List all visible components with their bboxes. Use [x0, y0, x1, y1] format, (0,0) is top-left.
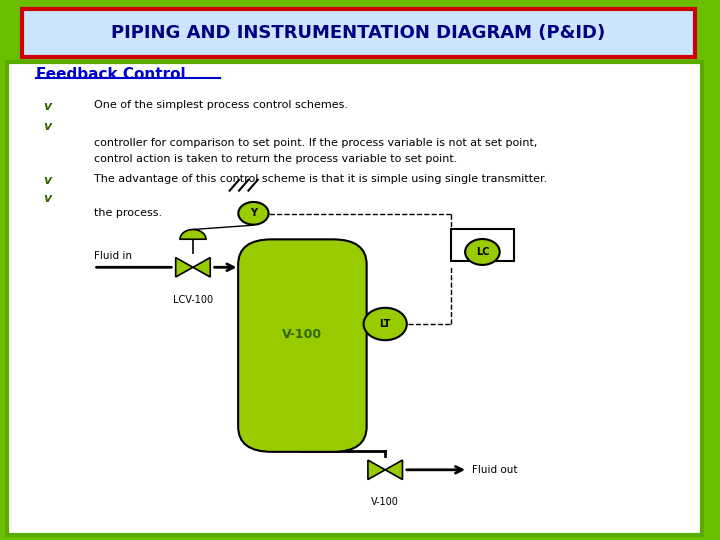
- FancyBboxPatch shape: [238, 239, 366, 452]
- Text: v: v: [42, 192, 51, 205]
- Circle shape: [364, 308, 407, 340]
- Text: LCV-100: LCV-100: [173, 295, 213, 306]
- Text: v: v: [42, 174, 51, 187]
- Text: Fluid out: Fluid out: [472, 465, 517, 475]
- Text: V-100: V-100: [282, 328, 323, 341]
- Polygon shape: [385, 460, 402, 480]
- Text: Y: Y: [250, 208, 257, 218]
- Circle shape: [465, 239, 500, 265]
- Text: Fluid in: Fluid in: [94, 251, 132, 261]
- Text: V-100: V-100: [372, 497, 399, 507]
- Text: controller for comparison to set point. If the process variable is not at set po: controller for comparison to set point. …: [94, 138, 537, 148]
- Polygon shape: [176, 258, 193, 277]
- Polygon shape: [193, 258, 210, 277]
- Text: One of the simplest process control schemes.: One of the simplest process control sche…: [94, 100, 348, 110]
- Wedge shape: [180, 230, 206, 239]
- Text: LC: LC: [476, 247, 489, 257]
- Text: PIPING AND INSTRUMENTATION DIAGRAM (P&ID): PIPING AND INSTRUMENTATION DIAGRAM (P&ID…: [111, 24, 605, 42]
- Text: control action is taken to return the process variable to set point.: control action is taken to return the pr…: [94, 154, 457, 164]
- Text: v: v: [42, 120, 51, 133]
- FancyBboxPatch shape: [22, 9, 695, 57]
- FancyBboxPatch shape: [451, 230, 513, 261]
- Text: The advantage of this control scheme is that it is simple using single transmitt: The advantage of this control scheme is …: [94, 174, 547, 184]
- Polygon shape: [368, 460, 385, 480]
- Text: v: v: [42, 100, 51, 113]
- Text: LT: LT: [379, 319, 391, 329]
- Text: the process.: the process.: [94, 208, 162, 218]
- FancyBboxPatch shape: [7, 62, 702, 535]
- Circle shape: [238, 202, 269, 225]
- Text: Feedback Control: Feedback Control: [36, 67, 186, 82]
